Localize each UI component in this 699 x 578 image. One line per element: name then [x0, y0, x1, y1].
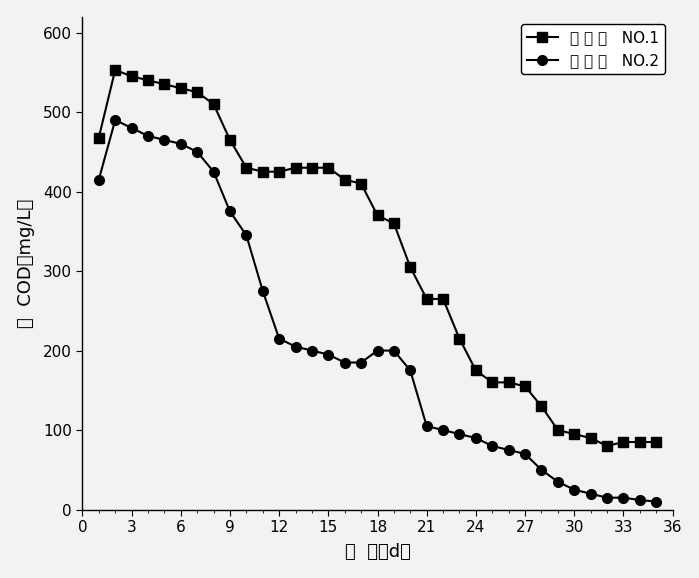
反 应 器   NO.2 [586, 490, 595, 497]
反 应 器   NO.2 [570, 486, 578, 493]
反 应 器   NO.1 [127, 73, 136, 80]
反 应 器   NO.2 [619, 494, 628, 501]
反 应 器   NO.1 [275, 168, 283, 175]
反 应 器   NO.1 [406, 264, 415, 271]
反 应 器   NO.2 [488, 443, 496, 450]
反 应 器   NO.1 [259, 168, 267, 175]
Line: 反 应 器   NO.2: 反 应 器 NO.2 [94, 115, 661, 506]
反 应 器   NO.2 [373, 347, 382, 354]
反 应 器   NO.2 [505, 446, 513, 453]
反 应 器   NO.2 [472, 435, 480, 442]
反 应 器   NO.2 [242, 232, 250, 239]
反 应 器   NO.2 [94, 176, 103, 183]
反 应 器   NO.1 [111, 66, 120, 73]
反 应 器   NO.2 [635, 497, 644, 503]
反 应 器   NO.1 [570, 431, 578, 438]
反 应 器   NO.1 [472, 367, 480, 374]
反 应 器   NO.1 [505, 379, 513, 386]
反 应 器   NO.1 [619, 439, 628, 446]
反 应 器   NO.1 [291, 164, 300, 171]
反 应 器   NO.1 [226, 136, 234, 143]
反 应 器   NO.2 [275, 335, 283, 342]
反 应 器   NO.1 [324, 164, 333, 171]
反 应 器   NO.2 [603, 494, 611, 501]
反 应 器   NO.2 [127, 124, 136, 131]
反 应 器   NO.2 [226, 208, 234, 215]
反 应 器   NO.2 [357, 359, 366, 366]
反 应 器   NO.1 [603, 443, 611, 450]
反 应 器   NO.2 [308, 347, 316, 354]
反 应 器   NO.1 [652, 439, 661, 446]
反 应 器   NO.1 [373, 212, 382, 219]
反 应 器   NO.1 [538, 403, 546, 410]
反 应 器   NO.2 [291, 343, 300, 350]
反 应 器   NO.2 [324, 351, 333, 358]
反 应 器   NO.2 [406, 367, 415, 374]
反 应 器   NO.1 [242, 164, 250, 171]
反 应 器   NO.2 [177, 140, 185, 147]
反 应 器   NO.1 [177, 85, 185, 92]
反 应 器   NO.1 [144, 77, 152, 84]
反 应 器   NO.2 [455, 431, 463, 438]
反 应 器   NO.1 [635, 439, 644, 446]
反 应 器   NO.2 [390, 347, 398, 354]
反 应 器   NO.2 [210, 168, 218, 175]
反 应 器   NO.2 [554, 478, 562, 485]
反 应 器   NO.1 [357, 180, 366, 187]
反 应 器   NO.1 [210, 101, 218, 108]
反 应 器   NO.2 [340, 359, 349, 366]
Y-axis label: 滤  COD（mg/L）: 滤 COD（mg/L） [17, 198, 35, 328]
反 应 器   NO.1 [554, 427, 562, 434]
反 应 器   NO.2 [144, 132, 152, 139]
反 应 器   NO.2 [160, 136, 168, 143]
反 应 器   NO.1 [586, 435, 595, 442]
反 应 器   NO.2 [439, 427, 447, 434]
反 应 器   NO.1 [193, 89, 201, 96]
反 应 器   NO.1 [94, 134, 103, 141]
反 应 器   NO.2 [652, 498, 661, 505]
X-axis label: 时  间（d）: 时 间（d） [345, 543, 410, 561]
反 应 器   NO.1 [455, 335, 463, 342]
反 应 器   NO.1 [340, 176, 349, 183]
反 应 器   NO.1 [521, 383, 529, 390]
Line: 反 应 器   NO.1: 反 应 器 NO.1 [94, 65, 661, 451]
反 应 器   NO.1 [488, 379, 496, 386]
反 应 器   NO.2 [521, 450, 529, 457]
反 应 器   NO.2 [111, 117, 120, 124]
反 应 器   NO.1 [422, 295, 431, 302]
反 应 器   NO.1 [308, 164, 316, 171]
反 应 器   NO.1 [439, 295, 447, 302]
反 应 器   NO.1 [390, 220, 398, 227]
反 应 器   NO.2 [259, 287, 267, 294]
反 应 器   NO.1 [160, 81, 168, 88]
反 应 器   NO.2 [422, 423, 431, 429]
反 应 器   NO.2 [193, 149, 201, 155]
反 应 器   NO.2 [538, 466, 546, 473]
Legend: 反 应 器   NO.1, 反 应 器   NO.2: 反 应 器 NO.1, 反 应 器 NO.2 [521, 24, 665, 74]
